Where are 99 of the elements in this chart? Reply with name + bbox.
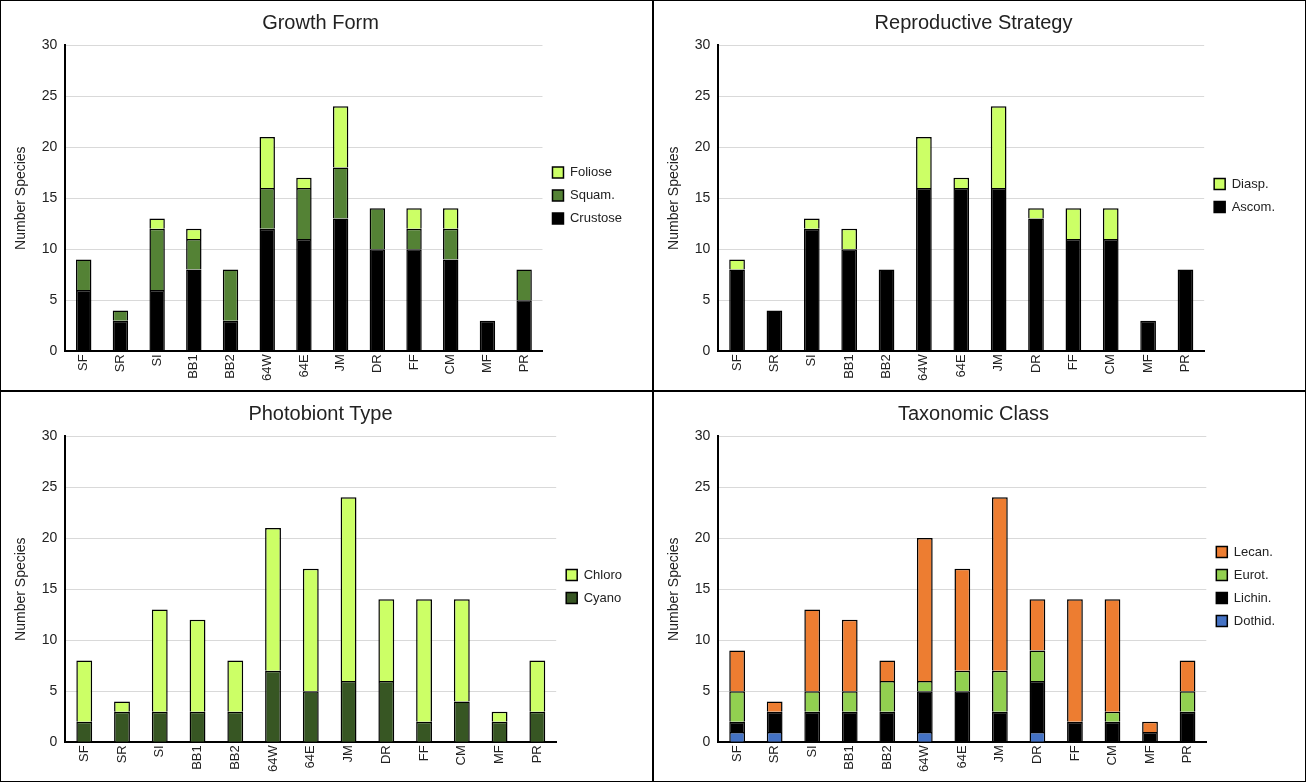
y-tick-label: 5 (702, 291, 711, 308)
y-axis-title: Number Species (12, 146, 29, 250)
x-tick-label: CM (442, 354, 458, 375)
legend-label: Crustose (569, 210, 623, 226)
x-tick-label: DR (368, 354, 384, 374)
legend-label: Foliose (569, 164, 612, 180)
x-tick-label: 64W (916, 744, 932, 772)
chart-title: Taxonomic Class (897, 401, 1050, 424)
x-tick-label: SR (113, 745, 129, 764)
y-tick-label: 25 (41, 477, 58, 494)
x-tick-label: MF (1141, 745, 1157, 765)
x-tick-label: 64E (295, 353, 311, 378)
x-tick-label: 64E (952, 353, 968, 378)
x-tick-label: BB1 (841, 745, 857, 770)
x-tick-label: FF (1066, 745, 1082, 762)
x-tick-label: MF (491, 745, 507, 765)
y-tick-label: 10 (41, 631, 58, 648)
legend-label: Eurot. (1233, 566, 1269, 582)
y-tick-label: 0 (49, 342, 58, 359)
legend-label: Cyano (583, 589, 622, 605)
x-tick-label: SI (151, 745, 167, 758)
y-tick-label: 20 (41, 137, 58, 154)
legend-label: Diasp. (1231, 175, 1269, 191)
x-tick-label: SR (766, 745, 782, 764)
x-tick-label: FF (415, 745, 431, 762)
x-tick-label: BB2 (878, 745, 894, 770)
x-tick-label: MF (479, 354, 495, 374)
x-tick-label: JM (332, 354, 348, 372)
y-tick-label: 25 (694, 86, 711, 103)
y-tick-label: 20 (694, 137, 711, 154)
x-tick-label: FF (1064, 354, 1080, 371)
y-tick-label: 25 (694, 477, 711, 494)
y-tick-label: 0 (49, 733, 58, 750)
y-tick-label: 10 (694, 240, 711, 257)
y-tick-label: 30 (41, 426, 58, 443)
y-tick-label: 5 (49, 682, 58, 699)
y-tick-label: 5 (49, 291, 58, 308)
x-tick-label: BB1 (185, 354, 201, 379)
legend-label: Dothid. (1233, 612, 1276, 628)
chart-title: Growth Form (262, 10, 379, 33)
x-tick-label: JM (991, 745, 1007, 763)
x-tick-label: SF (75, 745, 91, 762)
x-tick-label: JM (340, 745, 356, 763)
y-axis-title: Number Species (12, 537, 29, 641)
x-tick-label: SF (728, 354, 744, 371)
x-tick-label: CM (453, 745, 469, 766)
x-tick-label: CM (1102, 354, 1118, 375)
x-tick-label: DR (1028, 745, 1044, 765)
x-tick-label: SR (766, 354, 781, 373)
y-tick-label: 30 (694, 35, 711, 52)
x-tick-label: SF (728, 745, 744, 762)
y-tick-label: 5 (702, 682, 711, 699)
x-tick-label: BB2 (878, 354, 894, 379)
x-tick-label: DR (377, 745, 393, 765)
y-tick-label: 15 (694, 579, 711, 596)
x-tick-label: 64E (953, 744, 969, 769)
y-tick-label: 30 (41, 35, 58, 52)
x-tick-label: BB2 (222, 354, 238, 379)
chart-title: Photobiont Type (248, 401, 393, 424)
x-tick-label: CM (1104, 745, 1120, 766)
x-tick-label: PR (515, 354, 531, 373)
y-tick-label: 10 (41, 240, 58, 257)
x-tick-label: SI (803, 745, 819, 758)
y-tick-label: 30 (694, 426, 711, 443)
legend-label: Ascom. (1231, 198, 1275, 214)
legend-label: Lecan. (1233, 543, 1273, 559)
x-tick-label: BB1 (840, 354, 856, 379)
legend-label: Chloro (583, 566, 622, 582)
x-tick-label: 64W (264, 744, 280, 772)
x-tick-label: 64W (258, 353, 274, 381)
y-tick-label: 15 (694, 188, 711, 205)
x-tick-label: MF (1139, 354, 1155, 374)
x-tick-label: SI (148, 354, 164, 367)
legend-label: Squam. (569, 187, 615, 203)
x-tick-label: FF (405, 354, 421, 371)
x-tick-label: 64W (915, 353, 931, 381)
chart-title: Reproductive Strategy (874, 10, 1073, 33)
x-tick-label: JM (990, 354, 1006, 372)
x-tick-label: SF (75, 354, 91, 371)
x-tick-label: SR (112, 354, 127, 373)
y-tick-label: 10 (694, 631, 711, 648)
y-axis-title: Number Species (665, 146, 682, 250)
x-tick-label: PR (1179, 745, 1195, 764)
y-tick-label: 20 (41, 528, 58, 545)
y-tick-label: 0 (702, 733, 711, 750)
y-axis-title: Number Species (665, 537, 682, 641)
y-tick-label: 25 (41, 86, 58, 103)
y-tick-label: 15 (41, 579, 58, 596)
x-tick-label: DR (1027, 354, 1043, 374)
x-tick-label: SI (803, 354, 819, 367)
legend-label: Lichin. (1233, 589, 1272, 605)
x-tick-label: PR (1177, 354, 1193, 373)
x-tick-label: BB2 (226, 745, 242, 770)
x-tick-label: 64E (302, 744, 318, 769)
y-tick-label: 20 (694, 528, 711, 545)
y-tick-label: 15 (41, 188, 58, 205)
x-tick-label: PR (528, 745, 544, 764)
x-tick-label: BB1 (189, 745, 205, 770)
y-tick-label: 0 (702, 342, 711, 359)
